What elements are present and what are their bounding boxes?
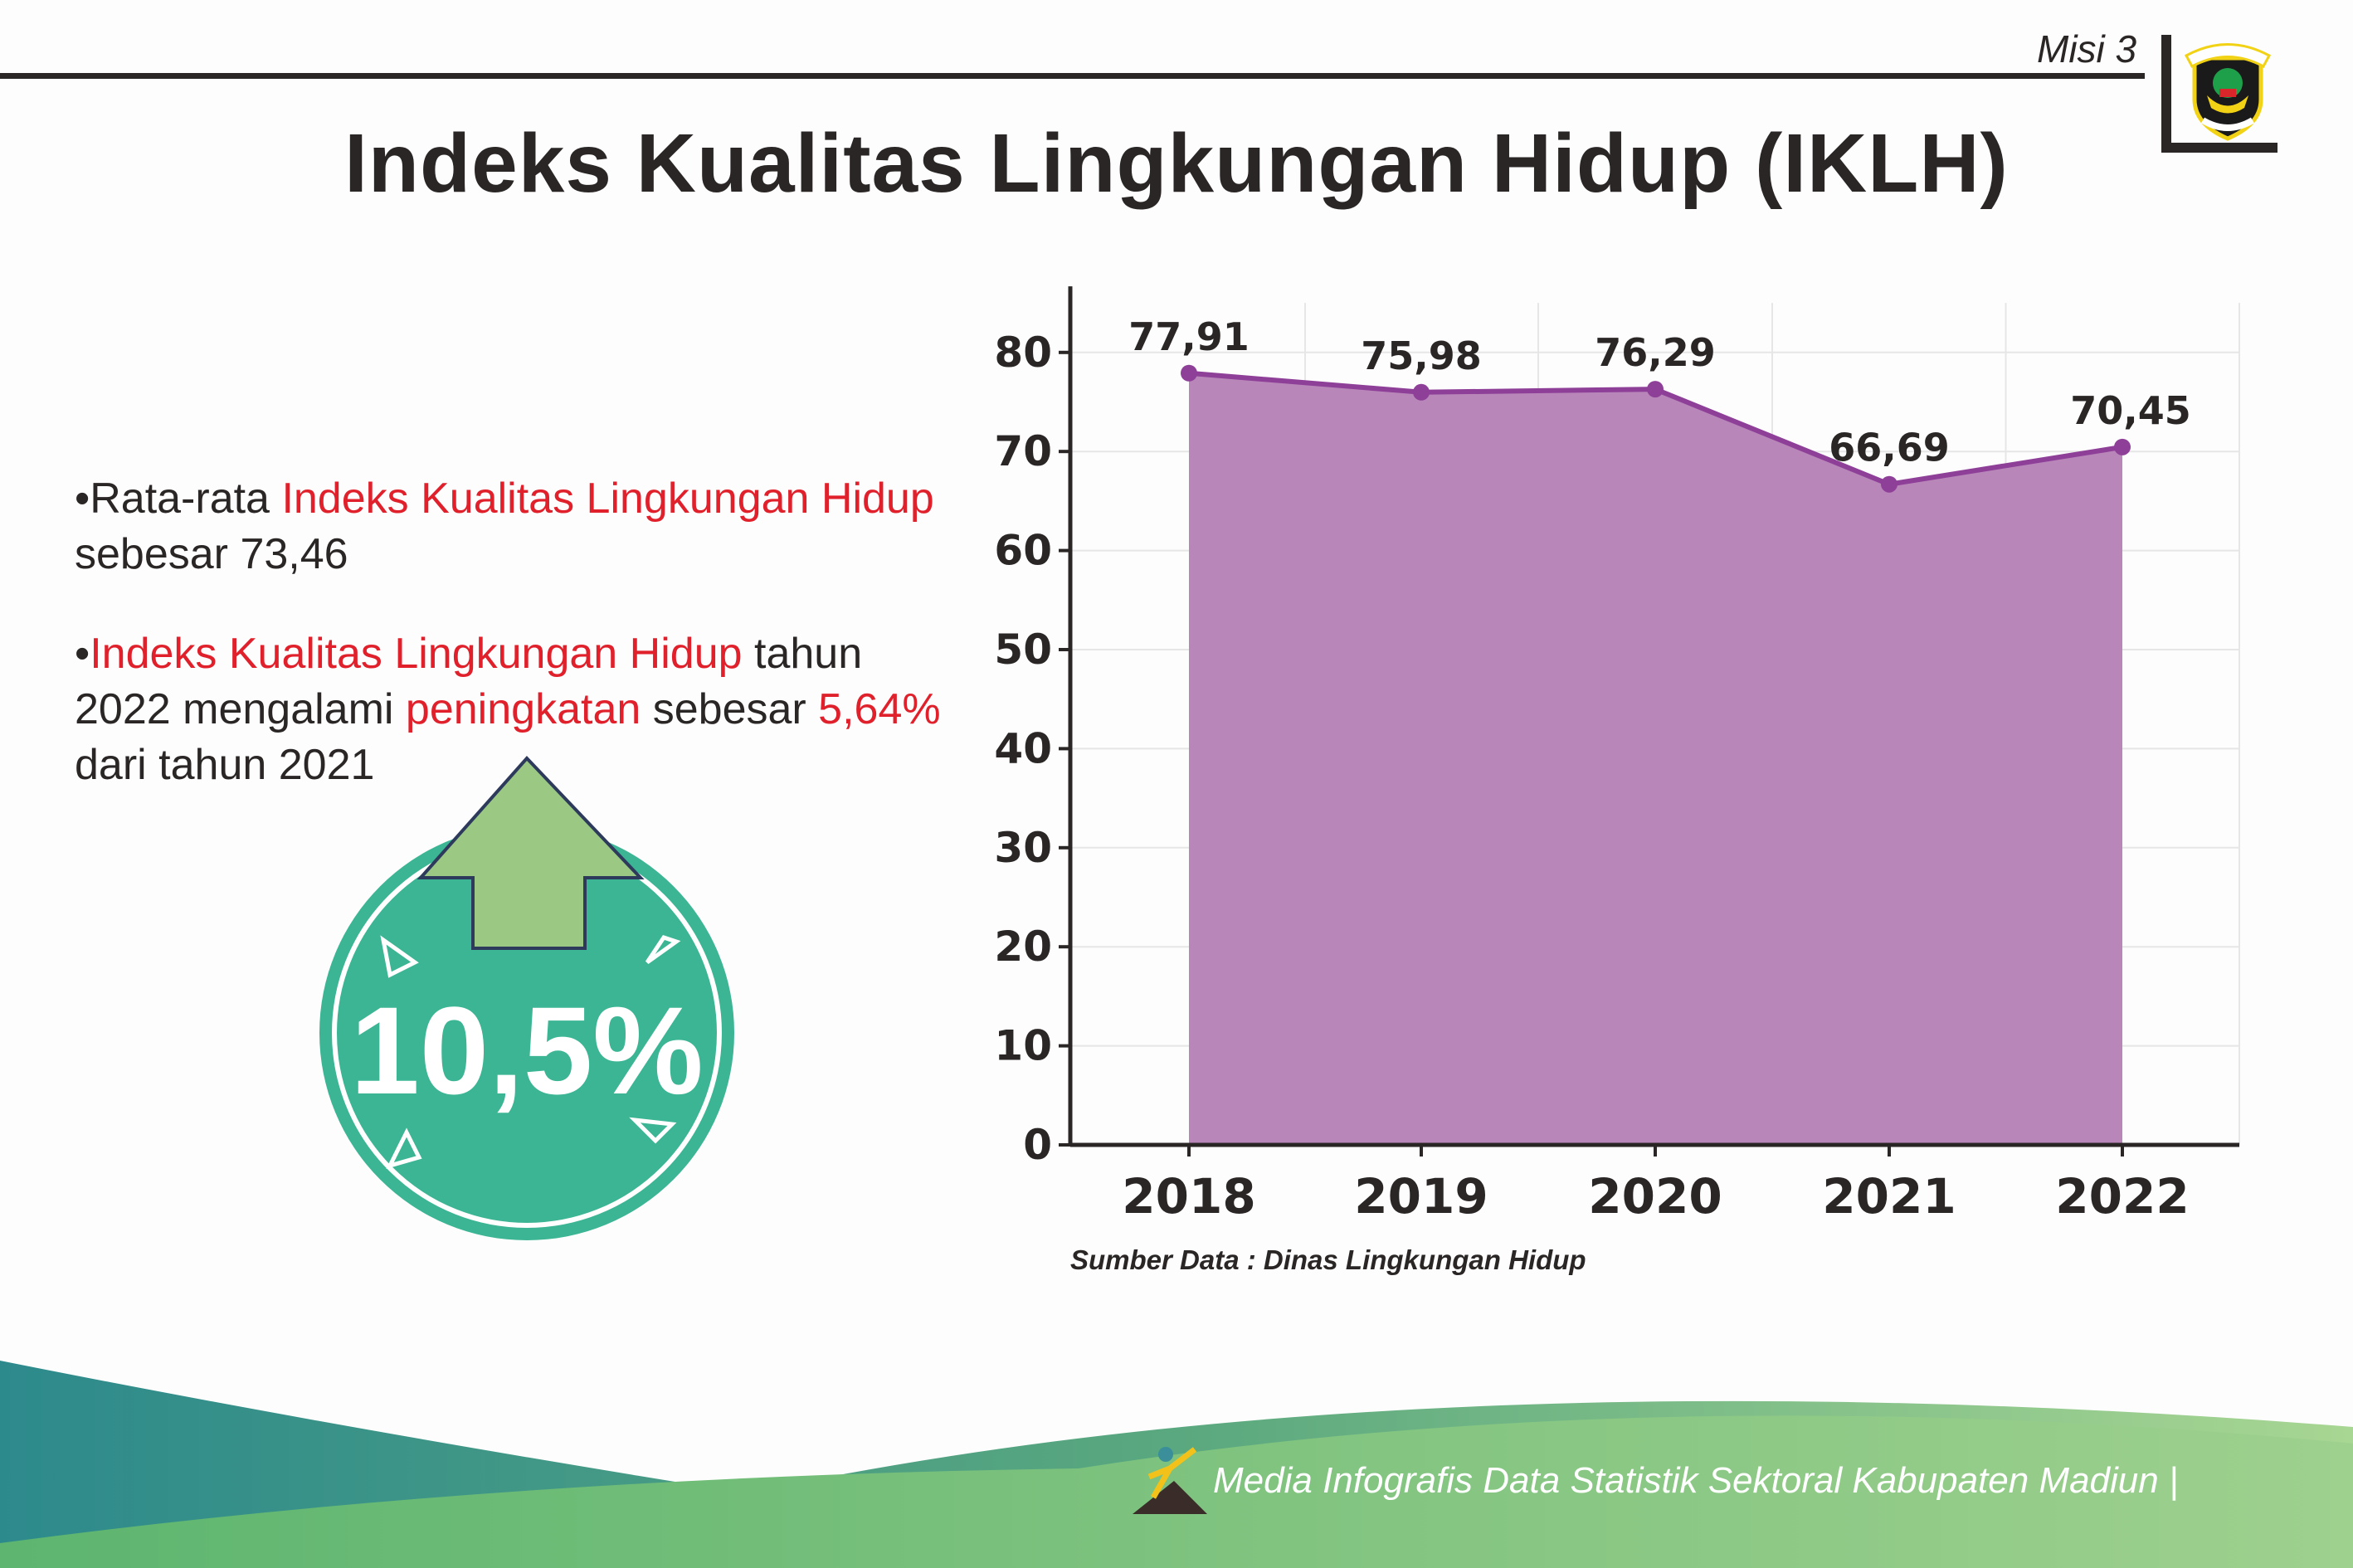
bullet-highlight: 5,64% <box>818 685 941 733</box>
data-point <box>1647 381 1664 398</box>
x-tick-label: 2019 <box>1354 1168 1488 1225</box>
bullet-text: sebesar 73,46 <box>75 530 348 578</box>
footer-text: Media Infografis Data Statistik Sektoral… <box>1213 1460 2179 1501</box>
y-tick-label: 60 <box>994 527 1052 575</box>
y-tick-label: 10 <box>994 1022 1052 1070</box>
bullet-text: dari tahun 2021 <box>75 741 375 789</box>
y-tick-label: 50 <box>994 626 1052 674</box>
x-tick-label: 2020 <box>1588 1168 1722 1225</box>
y-tick-label: 70 <box>994 427 1052 475</box>
data-point <box>1881 475 1898 493</box>
bullet-highlight: Indeks Kualitas Lingkungan Hidup <box>90 630 743 678</box>
y-tick-label: 80 <box>994 329 1052 377</box>
bullet-highlight: Indeks Kualitas Lingkungan Hidup <box>281 475 934 523</box>
x-tick-label: 2022 <box>2055 1168 2189 1225</box>
data-label: 66,69 <box>1829 426 1950 470</box>
bullet-text: sebesar <box>641 685 819 733</box>
page-title: Indeks Kualitas Lingkungan Hidup (IKLH) <box>344 117 2009 210</box>
data-point <box>1413 383 1430 401</box>
source-note: Sumber Data : Dinas Lingkungan Hidup <box>1070 1244 1586 1275</box>
y-tick-label: 0 <box>1023 1121 1052 1169</box>
up-arrow-icon <box>417 756 645 950</box>
header-bracket-base <box>2161 143 2277 153</box>
bullet-text: tahun 2022 mengalami <box>75 630 863 733</box>
data-label: 70,45 <box>2070 388 2191 433</box>
data-point <box>2114 438 2131 455</box>
data-label: 75,98 <box>1361 334 1482 378</box>
area-fill <box>1189 373 2122 1145</box>
header-bracket <box>2161 35 2171 151</box>
data-point <box>1181 364 1197 382</box>
bullet-text: Rata-rata <box>90 475 282 523</box>
x-tick-label: 2018 <box>1122 1168 1255 1225</box>
data-label: 76,29 <box>1595 330 1716 375</box>
sparkle-icons <box>380 935 681 1169</box>
y-tick-label: 40 <box>994 724 1052 772</box>
y-tick-label: 20 <box>994 923 1052 971</box>
data-label: 77,91 <box>1128 314 1250 359</box>
kabupaten-madiun-logo <box>2184 43 2272 141</box>
growth-badge: 10,5% <box>319 756 734 1240</box>
runner-icon <box>1133 1447 1207 1514</box>
bullet-average: •Rata-rata Indeks Kualitas Lingkungan Hi… <box>75 475 934 578</box>
bullet-increase: •Indeks Kualitas Lingkungan Hidup tahun … <box>75 630 941 789</box>
badge-circle <box>319 825 734 1240</box>
section-label: Misi 3 <box>2037 27 2137 71</box>
x-tick-label: 2021 <box>1822 1168 1956 1225</box>
y-tick-label: 30 <box>994 824 1052 872</box>
bullet-highlight: peningkatan <box>405 685 641 733</box>
header-rule <box>0 73 2145 79</box>
badge-value: 10,5% <box>350 981 703 1120</box>
